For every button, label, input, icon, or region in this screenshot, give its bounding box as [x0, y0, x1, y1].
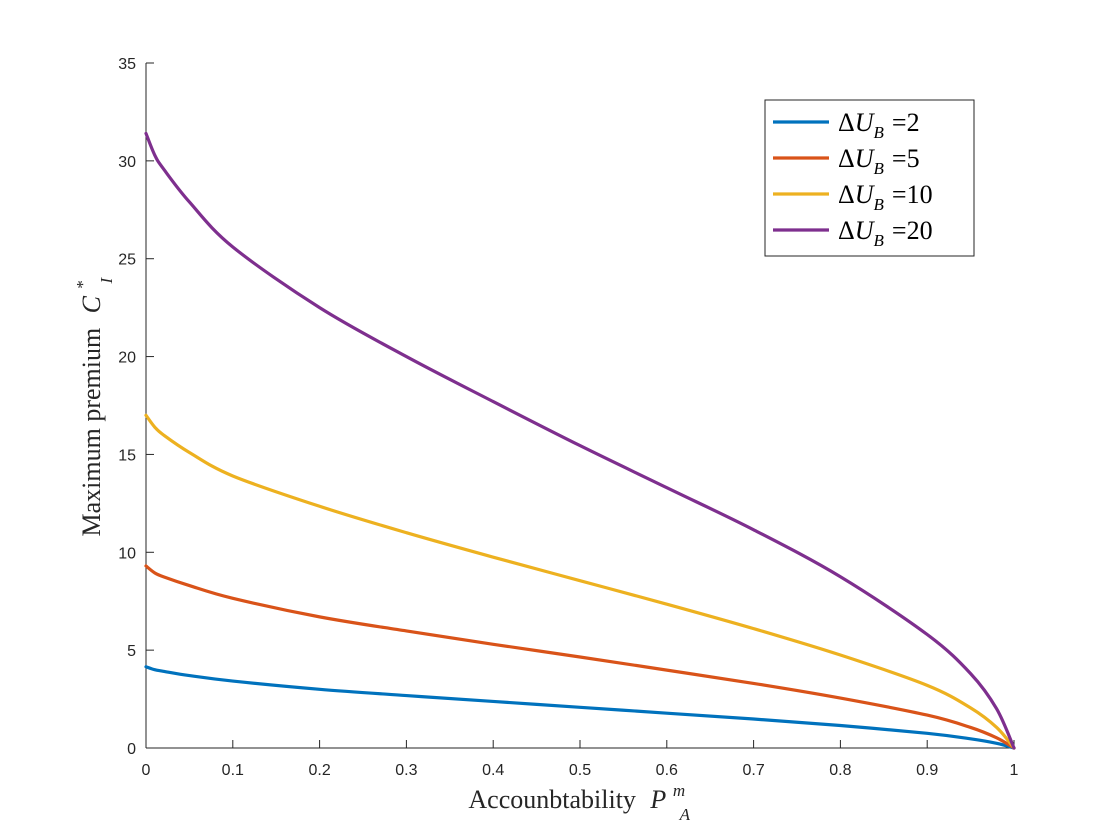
series-line — [144, 564, 1016, 750]
y-axis-label-sub: I — [97, 276, 116, 284]
x-tick-label: 0.6 — [656, 762, 678, 779]
y-tick-label: 25 — [118, 252, 136, 269]
legend-item: ΔUB =5 — [773, 144, 920, 178]
legend-label: ΔUB =20 — [838, 216, 933, 250]
series-layer — [144, 131, 1016, 750]
x-tick-label: 0.4 — [482, 762, 504, 779]
legend-item: ΔUB =10 — [773, 180, 933, 214]
y-tick-label: 35 — [118, 56, 136, 73]
y-tick-label: 0 — [127, 741, 136, 758]
x-tick-label: 1 — [1010, 762, 1019, 779]
legend-item: ΔUB =2 — [773, 108, 920, 142]
legend-label: ΔUB =5 — [838, 144, 920, 178]
series-line — [144, 131, 1016, 750]
x-tick-label: 0.3 — [395, 762, 417, 779]
x-ticks: 0 0.1 0.2 0.3 0.4 0.5 0.6 0.7 0.8 0.9 1 — [142, 740, 1019, 779]
y-axis-label-prefix: Maximum premium — [77, 328, 106, 537]
x-axis-label-sup: m — [673, 781, 685, 800]
x-axis-label-prefix: Accounbtability — [468, 785, 636, 814]
y-tick-label: 10 — [118, 545, 136, 562]
y-axis-label-sup: * — [73, 280, 92, 289]
x-tick-label: 0.9 — [916, 762, 938, 779]
x-tick-label: 0.2 — [308, 762, 330, 779]
y-axis-label-var: C — [77, 295, 106, 313]
x-tick-label: 0.7 — [742, 762, 764, 779]
y-tick-label: 15 — [118, 447, 136, 464]
legend-item: ΔUB =20 — [773, 216, 933, 250]
y-axis-label: Maximum premium C * I — [65, 274, 116, 536]
x-axis-label-sub: A — [679, 805, 691, 824]
legend-label: ΔUB =2 — [838, 108, 920, 142]
x-tick-label: 0 — [142, 762, 151, 779]
series-line — [144, 665, 1016, 750]
legend-label: ΔUB =10 — [838, 180, 933, 214]
x-tick-label: 0.8 — [829, 762, 851, 779]
x-axis-label: Accounbtability P m A — [468, 773, 691, 824]
x-tick-label: 0.1 — [222, 762, 244, 779]
y-tick-label: 20 — [118, 350, 136, 367]
y-tick-label: 5 — [127, 643, 136, 660]
x-axis-label-var: P — [649, 785, 666, 814]
x-tick-label: 0.5 — [569, 762, 591, 779]
y-ticks: 0 5 10 15 20 25 30 35 — [118, 56, 154, 758]
y-tick-label: 30 — [118, 154, 136, 171]
series-line — [144, 413, 1016, 750]
